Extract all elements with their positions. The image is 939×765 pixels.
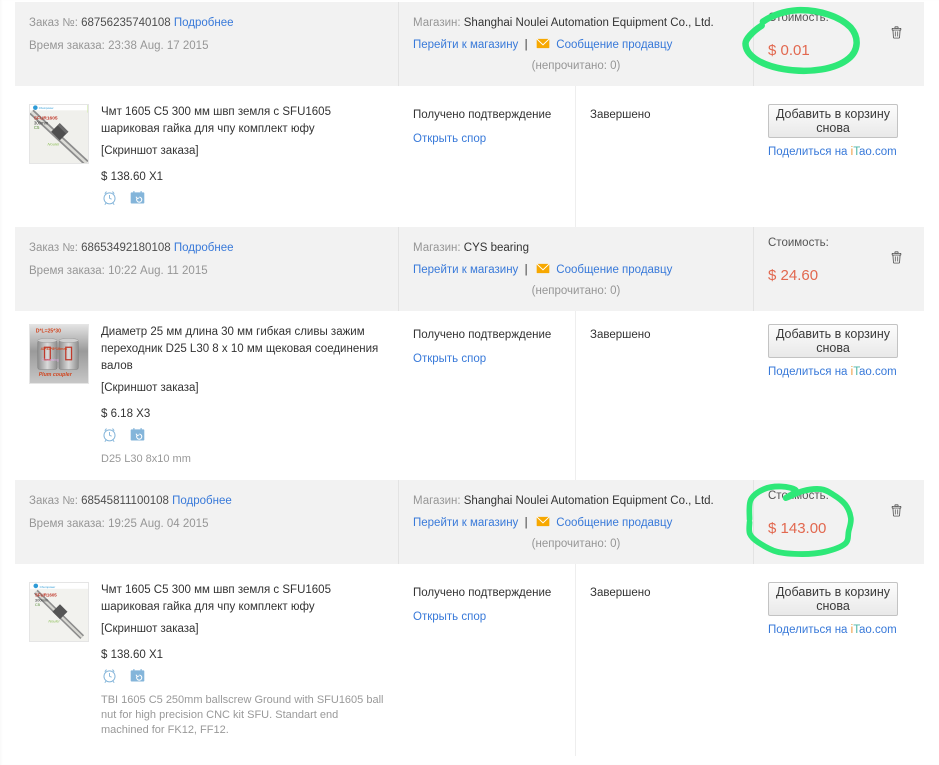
svg-text:Noulei: Noulei — [48, 141, 60, 146]
svg-text:Noulei: Noulei — [48, 620, 59, 624]
svg-text:C5: C5 — [35, 602, 41, 607]
svg-text:Plum coupler: Plum coupler — [39, 372, 73, 378]
svg-text:41*43*8*10mm: 41*43*8*10mm — [41, 347, 68, 351]
svg-text:C5: C5 — [34, 125, 40, 130]
svg-text:CYSbearing: CYSbearing — [42, 358, 59, 362]
svg-text:Chumpower: Chumpower — [40, 585, 56, 589]
svg-text:D*L=25*30: D*L=25*30 — [36, 329, 61, 335]
svg-text:Chumpower: Chumpower — [39, 106, 54, 110]
